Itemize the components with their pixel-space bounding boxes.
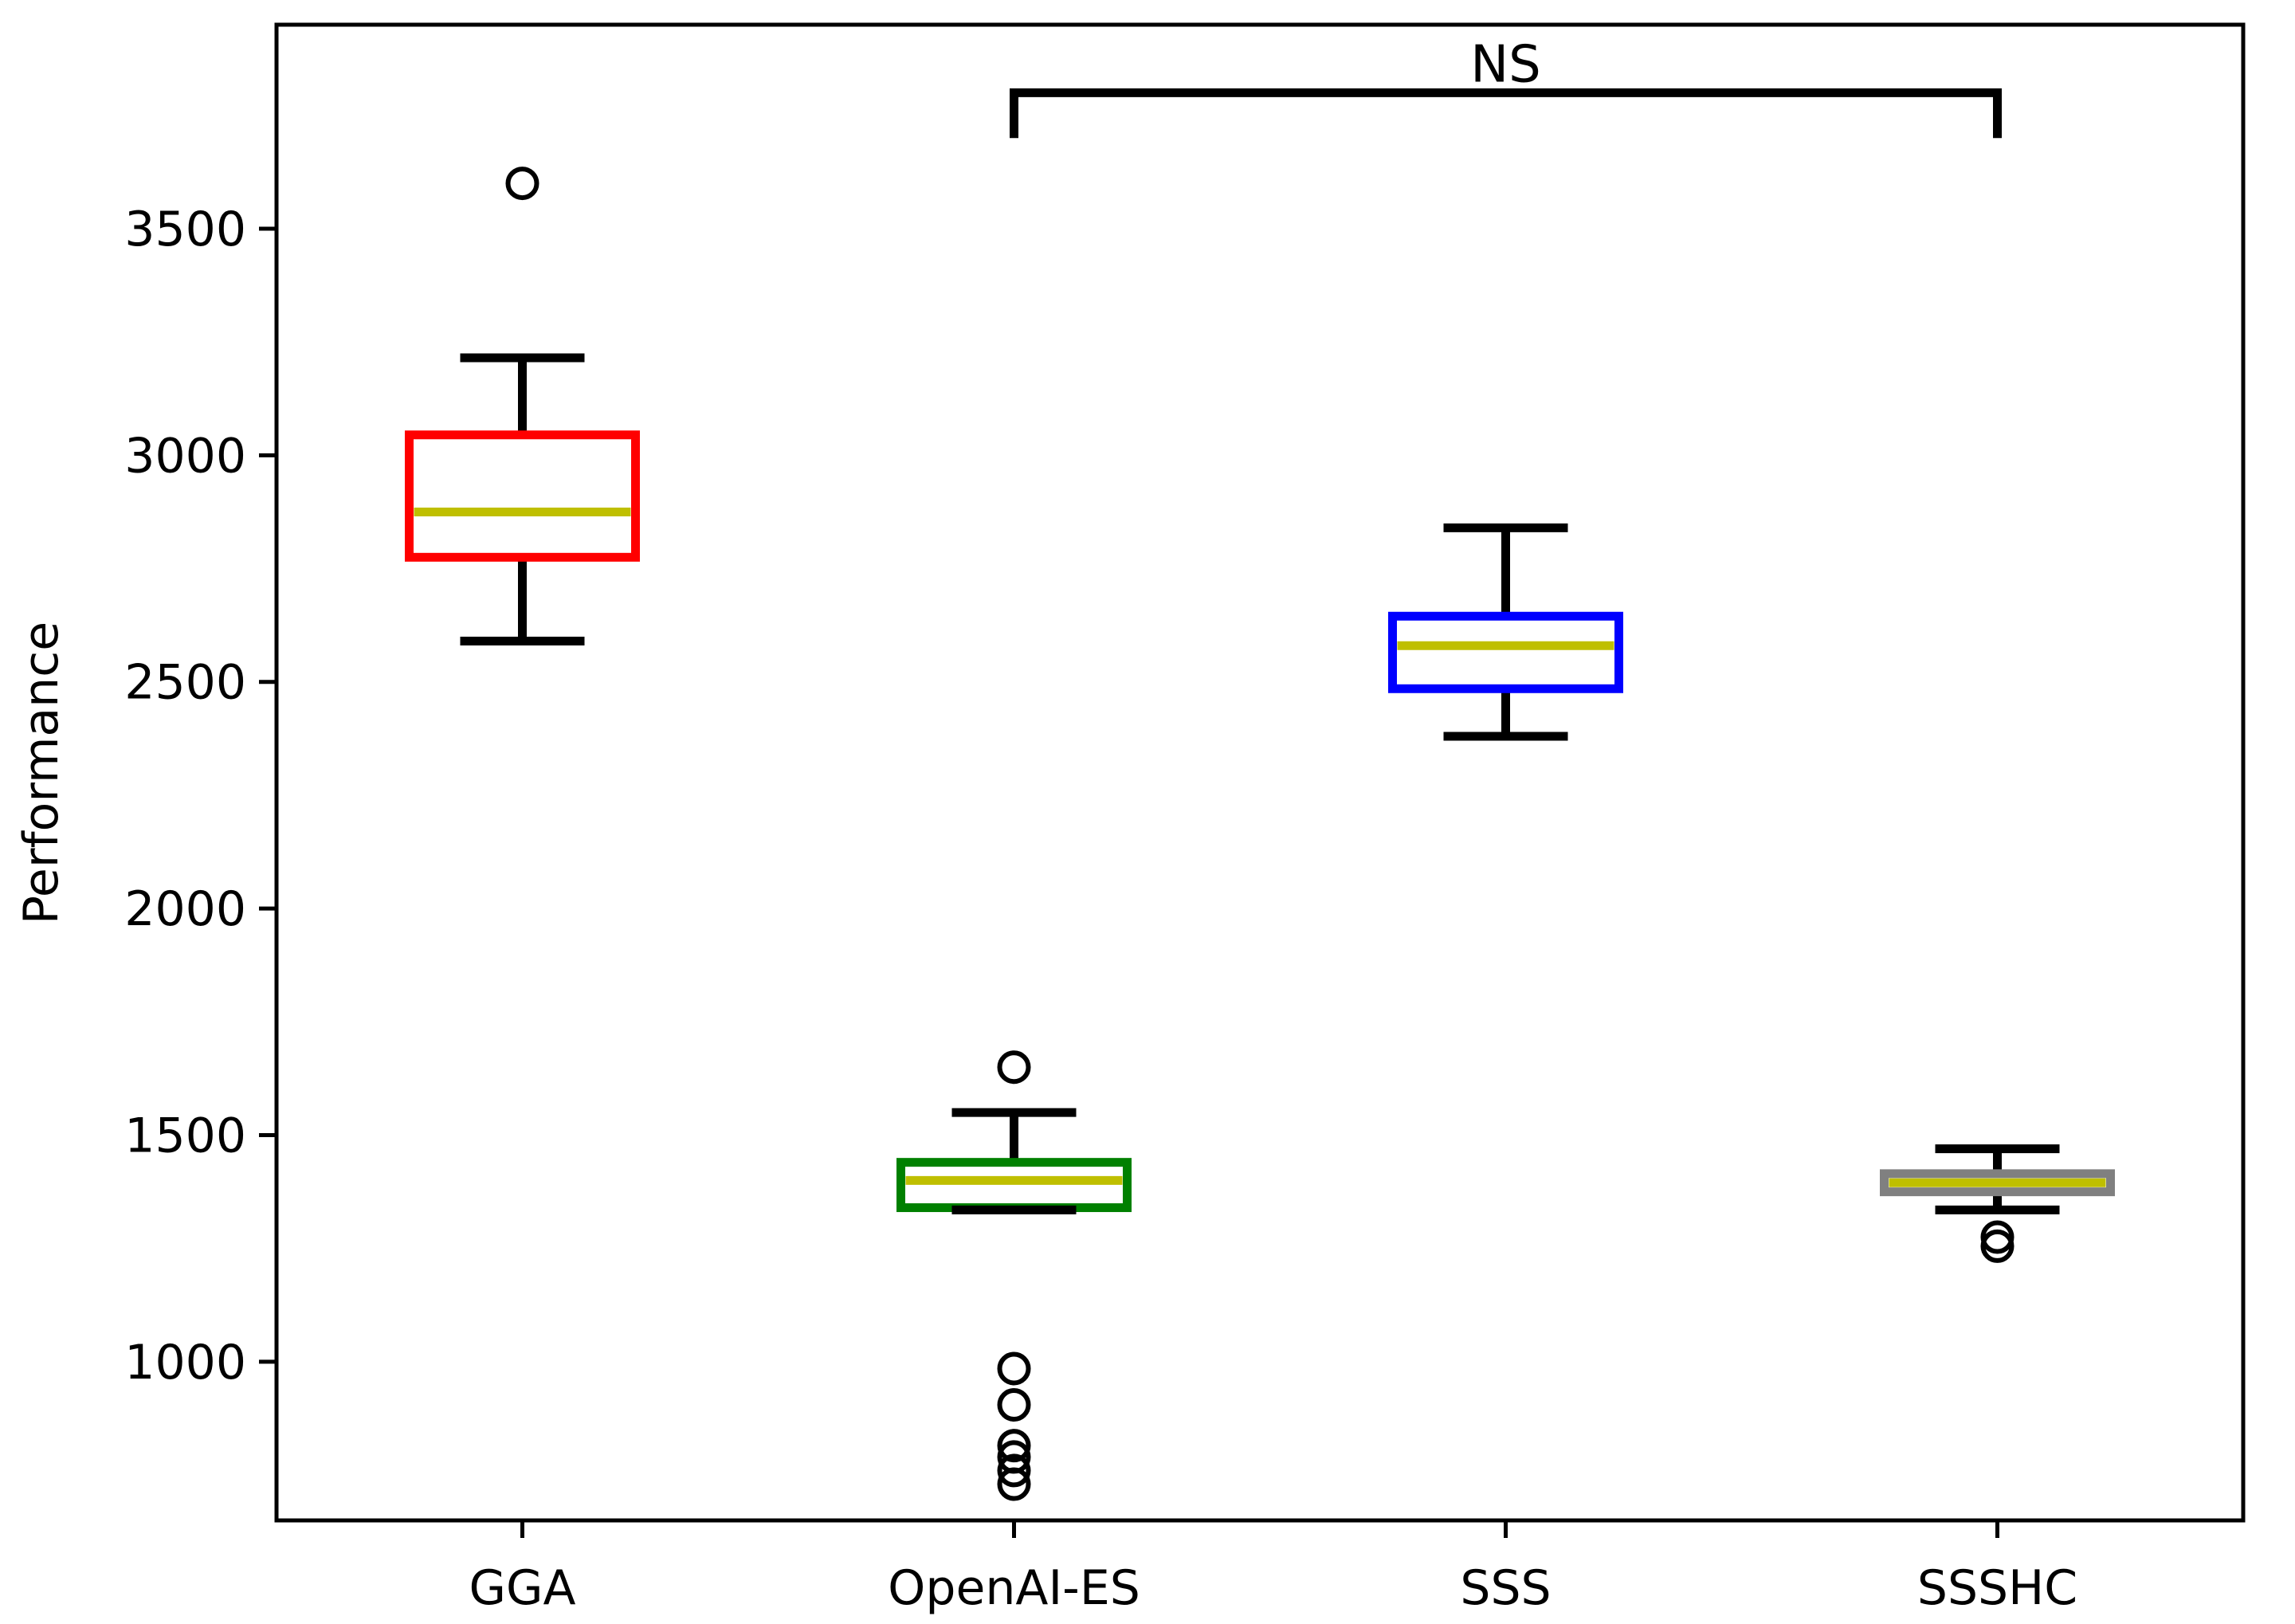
- box: [1388, 611, 1623, 693]
- plot-frame: [274, 22, 2246, 1523]
- y-axis-label: Performance: [14, 622, 69, 924]
- outlier-point: [1980, 1229, 2014, 1263]
- axes: 1000 1500 2000 2500 3000 3500 GGA OpenAI-ES SSS S…: [124, 202, 2077, 1616]
- significance-bracket: [1010, 88, 2002, 139]
- y-tick-label: 3500: [124, 202, 246, 257]
- outlier-point: [997, 1429, 1031, 1463]
- y-tick-label: 2000: [124, 881, 246, 937]
- box-group-openai-es: [896, 1050, 1132, 1501]
- outlier-point: [997, 1050, 1031, 1085]
- x-tick-label: GGA: [469, 1560, 575, 1616]
- plot-area: NS: [405, 35, 2115, 1501]
- box-group-sss: [1388, 523, 1623, 741]
- outlier-point: [997, 1387, 1031, 1422]
- y-tick-label: 1000: [124, 1335, 246, 1391]
- y-tick-label: 2500: [124, 655, 246, 711]
- outlier-point: [997, 1467, 1031, 1501]
- box-group-gga: [405, 167, 640, 646]
- outlier-point: [505, 167, 539, 201]
- x-tick-label: SSSHC: [1917, 1560, 2077, 1616]
- outlier-point: [997, 1453, 1031, 1488]
- x-tick-label: SSS: [1460, 1560, 1551, 1616]
- outlier-point: [1980, 1220, 2014, 1254]
- box: [405, 430, 640, 562]
- y-tick-label: 3000: [124, 428, 246, 484]
- significance-label: NS: [1470, 35, 1541, 94]
- y-tick-label: 1500: [124, 1108, 246, 1164]
- box-group-ssshc: [1880, 1144, 2115, 1263]
- x-tick-label: OpenAI-ES: [888, 1560, 1140, 1616]
- box: [1880, 1169, 2115, 1197]
- significance-annotation: NS: [1010, 35, 2002, 139]
- outlier-point: [997, 1351, 1031, 1386]
